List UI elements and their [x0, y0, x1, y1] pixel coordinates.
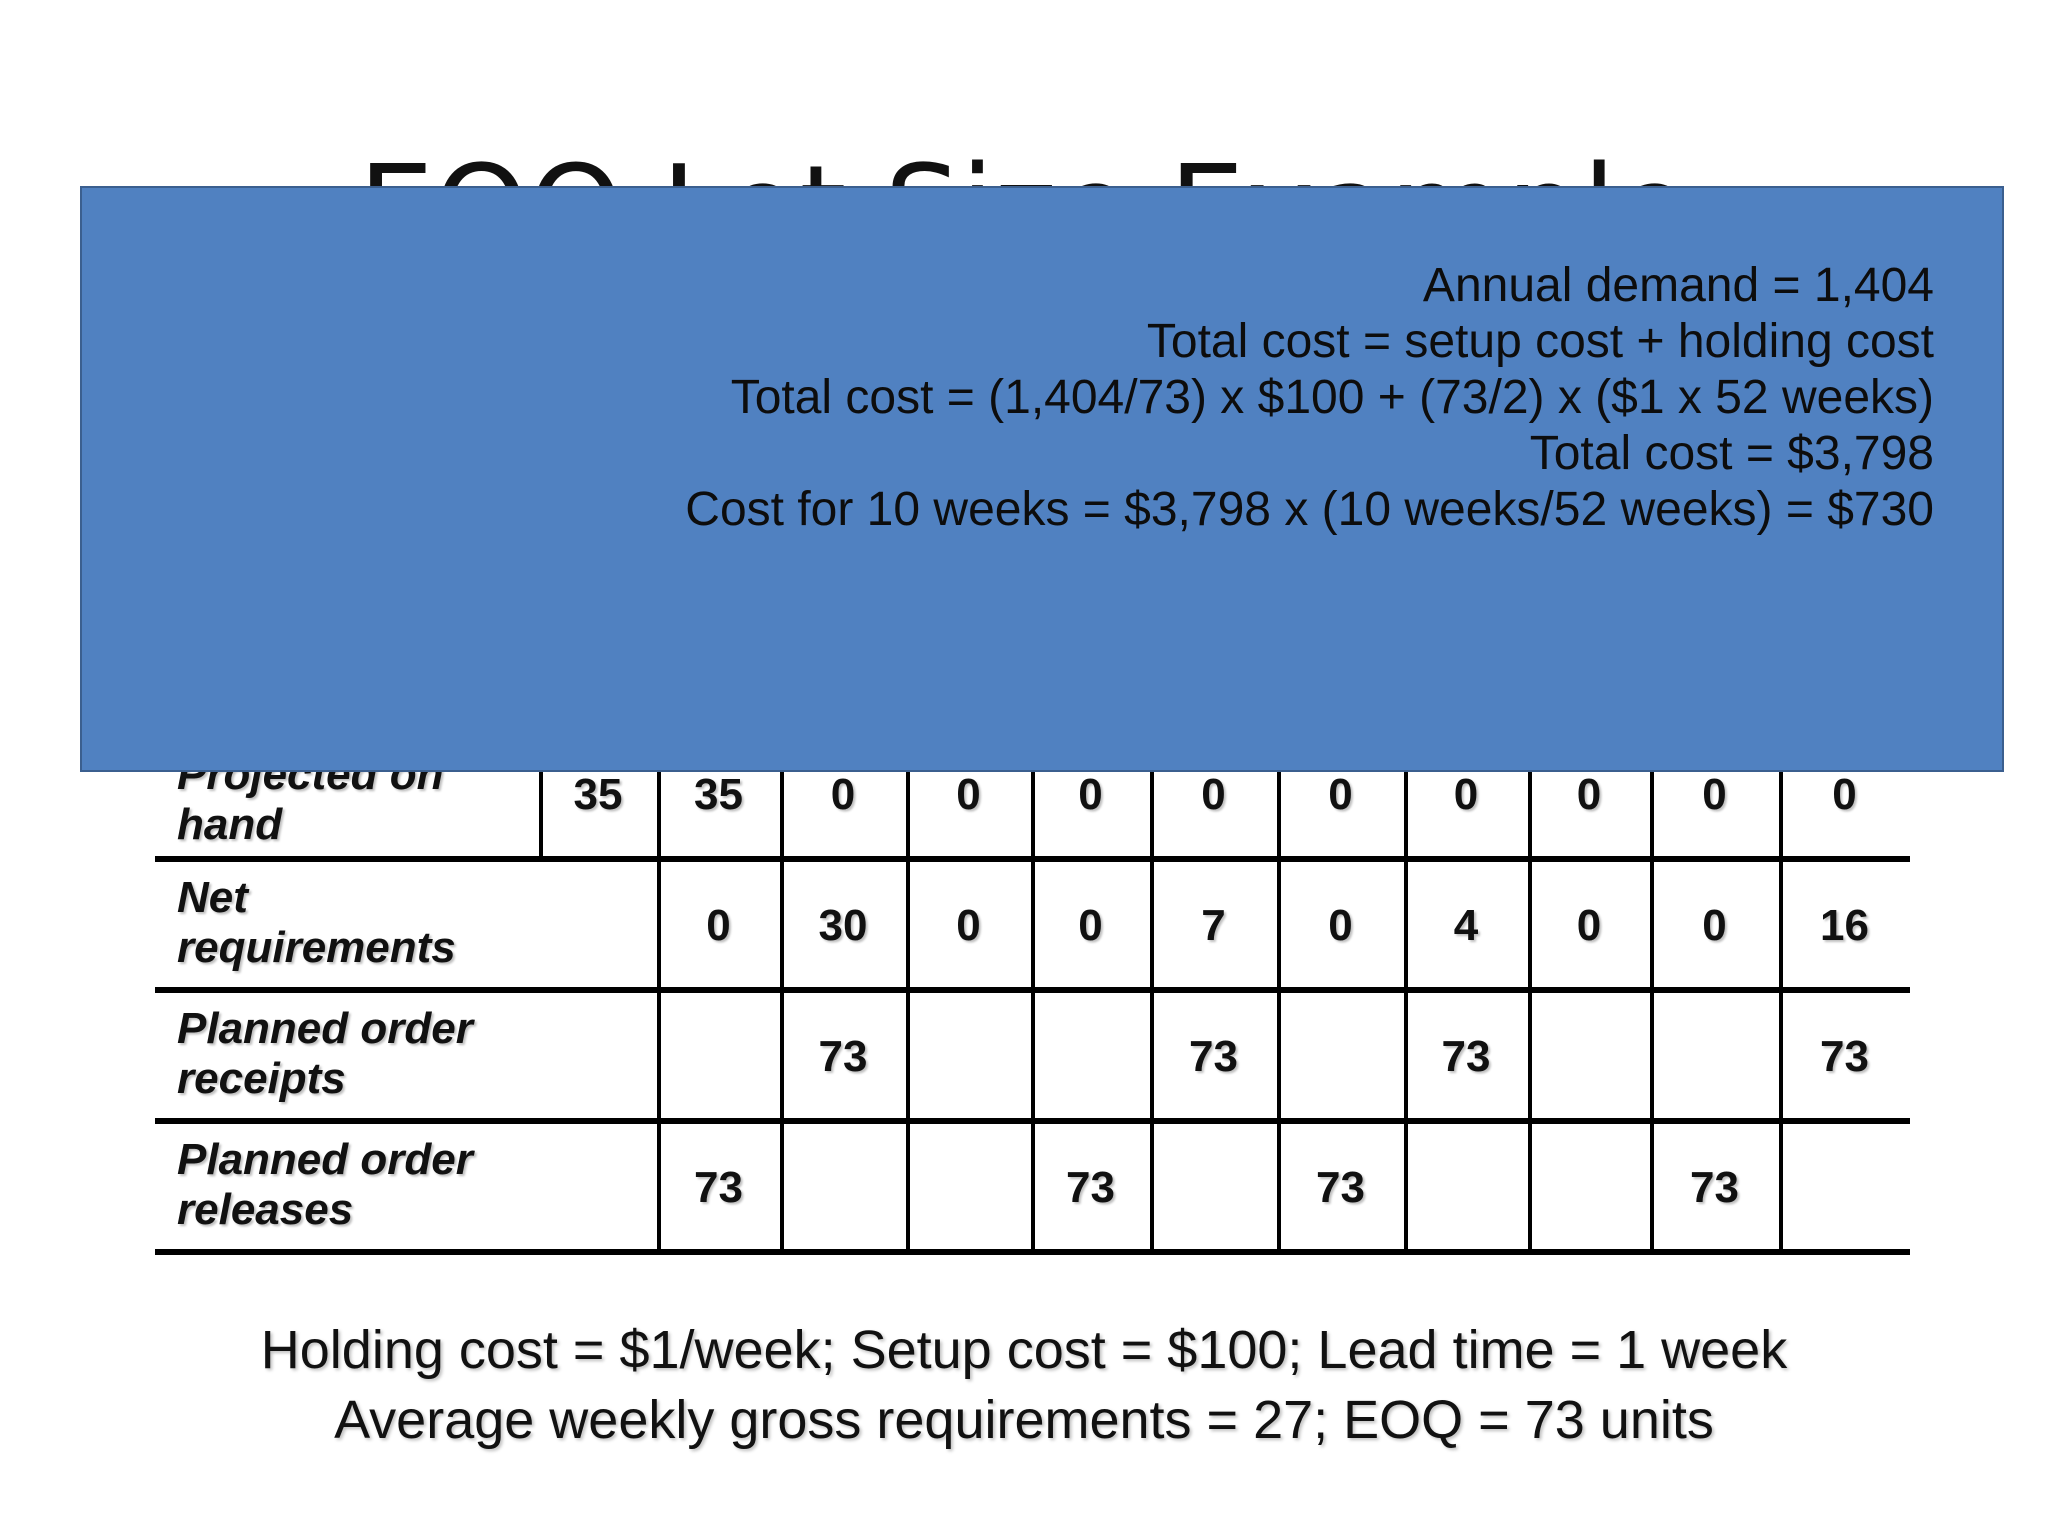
table-cell: 0 [1832, 770, 1857, 819]
table-cell: 73 [1441, 1032, 1491, 1081]
row-label-line: requirements [177, 923, 456, 972]
callout-line: Total cost = setup cost + holding cost [1146, 315, 1934, 368]
table-cell: 0 [1201, 770, 1226, 819]
table-cell: 7 [1201, 901, 1226, 950]
table-cell: 0 [1078, 901, 1103, 950]
table-cell: 0 [956, 770, 981, 819]
table-cell: 0 [1576, 770, 1602, 819]
footer-line: Holding cost = $1/week; Setup cost = $10… [260, 1320, 1788, 1380]
table-cell: 0 [1453, 770, 1479, 819]
table-cell: 0 [706, 901, 731, 950]
footer-line: Average weekly gross requirements = 27; … [334, 1390, 1714, 1450]
table-cell: 0 [830, 770, 856, 819]
table-rule [657, 740, 661, 1255]
row-label-line: Planned order [177, 1004, 473, 1053]
table-rule [1528, 740, 1532, 1255]
table-rule [906, 740, 910, 1255]
cost-calculation-callout: Annual demand = 1,404 Total cost = setup… [80, 186, 2004, 772]
table-cell: 73 [1066, 1163, 1115, 1212]
row-label-line: Net [177, 873, 248, 922]
table-rule [1277, 740, 1281, 1255]
row-label-planned-order-releases: Planned order releases [177, 1135, 473, 1235]
row-label-line: releases [177, 1185, 354, 1234]
table-cell: 16 [1820, 901, 1869, 950]
callout-line: Annual demand = 1,404 [1422, 259, 1934, 312]
table-cell: 0 [1576, 901, 1602, 950]
row-label-planned-order-receipts: Planned order receipts [177, 1004, 473, 1104]
row-label-line: receipts [177, 1054, 346, 1103]
table-rule [1404, 740, 1408, 1255]
table-cell: 73 [694, 1163, 743, 1212]
table-cell: 73 [1189, 1032, 1238, 1081]
table-cell: 73 [1690, 1163, 1739, 1212]
table-rule [1779, 740, 1783, 1255]
table-cell: 0 [1078, 770, 1103, 819]
table-cell: 35 [573, 770, 623, 819]
table-cell: 4 [1453, 901, 1479, 950]
table-rule [539, 740, 543, 859]
table-cell: 0 [1702, 901, 1727, 950]
table-rule [1150, 740, 1154, 1255]
row-label-line: hand [177, 800, 283, 849]
mrp-table: Projected on hand Net requirements Plann… [155, 740, 1910, 1255]
table-cell: 30 [818, 901, 868, 950]
table-rule [1031, 740, 1035, 1255]
table-cell: 0 [1702, 770, 1727, 819]
table-rule [1650, 740, 1654, 1255]
table-cell: 73 [818, 1032, 868, 1081]
assumptions-footer: Holding cost = $1/week; Setup cost = $10… [0, 1315, 2048, 1455]
row-label-net-requirements: Net requirements [177, 873, 456, 973]
table-cell: 0 [956, 901, 981, 950]
table-cell: 35 [694, 770, 743, 819]
table-rule [780, 740, 784, 1255]
table-cell: 0 [1328, 770, 1353, 819]
row-label-line: Planned order [177, 1135, 473, 1184]
table-cell: 73 [1820, 1032, 1869, 1081]
callout-line: Total cost = (1,404/73) x $100 + (73/2) … [730, 371, 1934, 424]
table-cell: 0 [1328, 901, 1353, 950]
table-cell: 73 [1316, 1163, 1365, 1212]
callout-line: Cost for 10 weeks = $3,798 x (10 weeks/5… [685, 483, 1934, 536]
callout-line: Total cost = $3,798 [1529, 427, 1934, 480]
